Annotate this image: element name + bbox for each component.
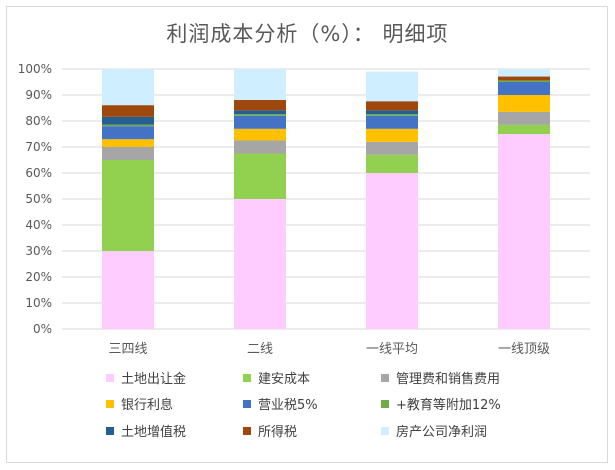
- bar-segment-1-1: [234, 153, 286, 199]
- bar-segment-2-0: [102, 147, 154, 160]
- x-category-label: 一线顶级: [498, 342, 550, 357]
- legend-swatch: [106, 399, 114, 408]
- bar-segment-0-1: [234, 199, 286, 329]
- bar-segment-7-0: [102, 105, 154, 117]
- bar-segment-4-1: [234, 115, 286, 129]
- bar-segment-8-1: [234, 69, 286, 100]
- bar-segment-7-2: [366, 101, 418, 111]
- legend-item: 管理费和销售费用: [381, 368, 500, 387]
- y-tick-label: 40%: [25, 218, 52, 232]
- bar-segment-0-0: [102, 251, 154, 329]
- legend-label: 所得税: [258, 425, 298, 440]
- bar-segment-0-3: [498, 134, 550, 329]
- legend-swatch: [106, 426, 114, 435]
- bar-segment-2-3: [498, 111, 550, 125]
- legend-label: 银行利息: [121, 398, 174, 413]
- legend-swatch: [243, 399, 251, 408]
- bar-segment-3-3: [498, 95, 550, 112]
- y-tick-label: 10%: [25, 296, 52, 310]
- legend-item: 建安成本: [243, 368, 310, 387]
- x-category-label: 一线平均: [366, 342, 418, 357]
- legend-item: 土地增值税: [106, 421, 186, 440]
- legend-swatch: [381, 426, 389, 435]
- legend-item: 营业税5%: [243, 394, 318, 413]
- legend-label: 建安成本: [258, 372, 311, 387]
- bar-segment-6-1: [234, 110, 286, 115]
- bar-segment-8-2: [366, 71, 418, 102]
- bar-segment-5-1: [234, 114, 286, 116]
- legend-swatch: [243, 373, 251, 382]
- y-tick-label: 20%: [25, 270, 52, 284]
- bar-segment-5-0: [102, 124, 154, 127]
- bar-segment-5-2: [366, 114, 418, 116]
- chart-title: 利润成本分析（%）： 明细项: [166, 22, 449, 46]
- legend-label: +教育等附加12%: [396, 398, 501, 413]
- bar-segment-1-0: [102, 160, 154, 251]
- legend-label: 管理费和销售费用: [396, 372, 501, 387]
- bar-segment-4-0: [102, 126, 154, 140]
- y-tick-label: 100%: [18, 62, 52, 76]
- bar-segment-4-2: [366, 115, 418, 129]
- bar-segment-8-0: [102, 69, 154, 106]
- x-category-label: 二线: [247, 342, 273, 357]
- bar-segment-2-2: [366, 141, 418, 155]
- legend-swatch: [381, 373, 389, 382]
- y-tick-label: 70%: [25, 140, 52, 154]
- y-tick-label: 90%: [25, 88, 52, 102]
- legend-label: 营业税5%: [258, 398, 318, 413]
- y-tick-label: 30%: [25, 244, 52, 258]
- x-category-label: 三四线: [108, 342, 147, 357]
- y-tick-label: 80%: [25, 114, 52, 128]
- legend-swatch: [381, 399, 389, 408]
- bar-segment-6-0: [102, 116, 154, 125]
- y-tick-label: 50%: [25, 192, 52, 206]
- bar-segment-3-2: [366, 128, 418, 142]
- bar-segment-7-1: [234, 99, 286, 111]
- y-tick-label: 0%: [33, 322, 52, 336]
- bar-segment-5-3: [498, 80, 550, 82]
- bar-segment-8-3: [498, 69, 550, 77]
- legend-item: 所得税: [243, 421, 297, 440]
- bar-segment-3-0: [102, 139, 154, 147]
- bar-segment-6-2: [366, 110, 418, 115]
- bar-segment-7-3: [498, 76, 550, 81]
- legend-label: 土地增值税: [121, 425, 187, 440]
- legend-label: 房产公司净利润: [396, 425, 488, 440]
- bar-segment-2-1: [234, 140, 286, 154]
- y-tick-label: 60%: [25, 166, 52, 180]
- legend-item: 房产公司净利润: [381, 421, 487, 440]
- legend-item: 银行利息: [106, 394, 173, 413]
- legend-swatch: [106, 373, 114, 382]
- legend-item: 土地出让金: [106, 368, 186, 387]
- legend-item: +教育等附加12%: [381, 394, 501, 413]
- bar-segment-3-1: [234, 128, 286, 141]
- bar-segment-1-2: [366, 154, 418, 173]
- bar-segment-0-2: [366, 173, 418, 329]
- bar-segment-1-3: [498, 124, 550, 134]
- bar-segment-4-3: [498, 82, 550, 95]
- legend-label: 土地出让金: [121, 372, 187, 387]
- legend-swatch: [243, 426, 251, 435]
